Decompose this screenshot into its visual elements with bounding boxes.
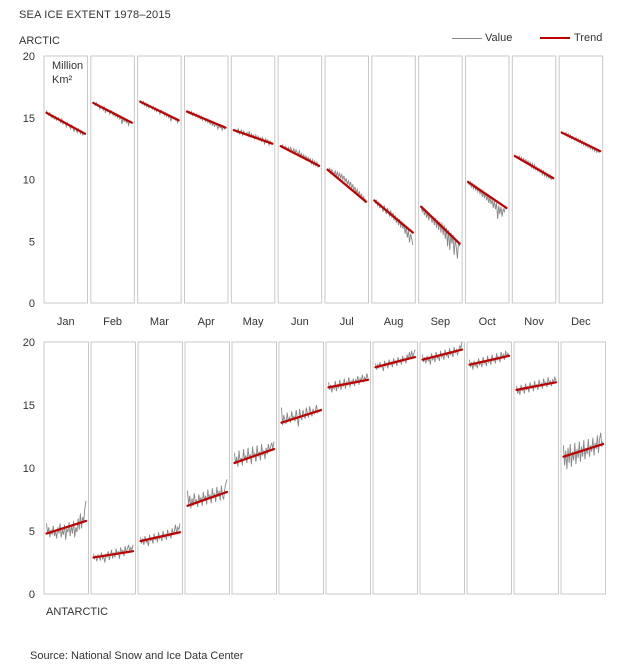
arctic-y-tick-label: 10 xyxy=(23,175,35,187)
month-label-aug: Aug xyxy=(384,316,404,328)
antarctic-y-tick-label: 5 xyxy=(29,526,35,538)
arctic-panel-apr xyxy=(184,56,228,303)
antarctic-y-tick-label: 15 xyxy=(23,400,35,412)
arctic-trend-line-aug xyxy=(374,200,413,232)
month-label-dec: Dec xyxy=(571,316,591,328)
arctic-trend-line-jun xyxy=(281,146,320,166)
antarctic-value-line-jan xyxy=(47,501,87,540)
antarctic-panel-mar xyxy=(138,342,183,594)
antarctic-value-line-sep xyxy=(423,342,463,365)
antarctic-value-line-mar xyxy=(141,523,181,546)
arctic-panel-feb xyxy=(91,56,135,303)
antarctic-panel-aug xyxy=(373,342,418,594)
arctic-panel-aug xyxy=(372,56,416,303)
month-label-mar: Mar xyxy=(150,316,169,328)
arctic-panel-mar xyxy=(138,56,182,303)
antarctic-section-label: ANTARCTIC xyxy=(46,606,108,618)
arctic-trend-line-may xyxy=(234,130,273,144)
month-label-nov: Nov xyxy=(524,316,544,328)
antarctic-value-line-may xyxy=(235,442,275,467)
antarctic-panel-apr xyxy=(185,342,230,594)
arctic-panel-sep xyxy=(419,56,463,303)
month-label-apr: Apr xyxy=(198,316,215,328)
arctic-y-tick-label: 0 xyxy=(29,298,35,310)
antarctic-trend-line-mar xyxy=(141,532,181,541)
arctic-panel-jun xyxy=(278,56,322,303)
arctic-trend-line-oct xyxy=(468,182,507,208)
arctic-trend-line-nov xyxy=(515,156,554,178)
arctic-section-label: ARCTIC xyxy=(19,35,60,47)
month-label-oct: Oct xyxy=(479,316,496,328)
antarctic-y-tick-label: 20 xyxy=(23,337,35,349)
month-label-may: May xyxy=(243,316,264,328)
antarctic-panel-jun xyxy=(279,342,324,594)
arctic-trend-line-dec xyxy=(562,133,601,152)
arctic-trend-line-mar xyxy=(140,102,179,121)
arctic-panel-dec xyxy=(559,56,603,303)
arctic-trend-line-sep xyxy=(421,207,460,244)
month-label-jun: Jun xyxy=(291,316,309,328)
antarctic-trend-line-may xyxy=(235,449,275,463)
arctic-trend-line-jul xyxy=(327,170,366,202)
antarctic-value-line-aug xyxy=(376,350,416,371)
antarctic-panel-oct xyxy=(467,342,512,594)
arctic-unit-label: Km² xyxy=(52,74,73,86)
source-note: Source: National Snow and Ice Data Cente… xyxy=(30,650,243,662)
arctic-trend-line-feb xyxy=(93,103,132,123)
arctic-panel-may xyxy=(231,56,275,303)
arctic-panel-oct xyxy=(465,56,509,303)
month-label-sep: Sep xyxy=(431,316,451,328)
antarctic-trend-line-aug xyxy=(376,357,416,367)
arctic-panel-nov xyxy=(512,56,556,303)
arctic-panel-jan xyxy=(44,56,88,303)
antarctic-panel-dec xyxy=(561,342,606,594)
arctic-value-line-sep xyxy=(421,207,460,259)
antarctic-y-tick-label: 0 xyxy=(29,589,35,601)
month-label-feb: Feb xyxy=(103,316,122,328)
antarctic-y-tick-label: 10 xyxy=(23,463,35,475)
month-label-jan: Jan xyxy=(57,316,75,328)
arctic-trend-line-jan xyxy=(47,113,86,134)
antarctic-trend-line-nov xyxy=(517,382,557,390)
antarctic-trend-line-sep xyxy=(423,350,463,360)
antarctic-panel-may xyxy=(232,342,277,594)
antarctic-trend-line-oct xyxy=(470,356,510,365)
arctic-y-tick-label: 20 xyxy=(23,51,35,63)
arctic-y-tick-label: 15 xyxy=(23,113,35,125)
antarctic-panel-sep xyxy=(420,342,465,594)
arctic-trend-line-apr xyxy=(187,112,226,128)
antarctic-panel-jan xyxy=(44,342,89,594)
antarctic-panel-nov xyxy=(514,342,559,594)
arctic-unit-label: Million xyxy=(52,60,83,72)
month-label-jul: Jul xyxy=(340,316,354,328)
arctic-y-tick-label: 5 xyxy=(29,236,35,248)
